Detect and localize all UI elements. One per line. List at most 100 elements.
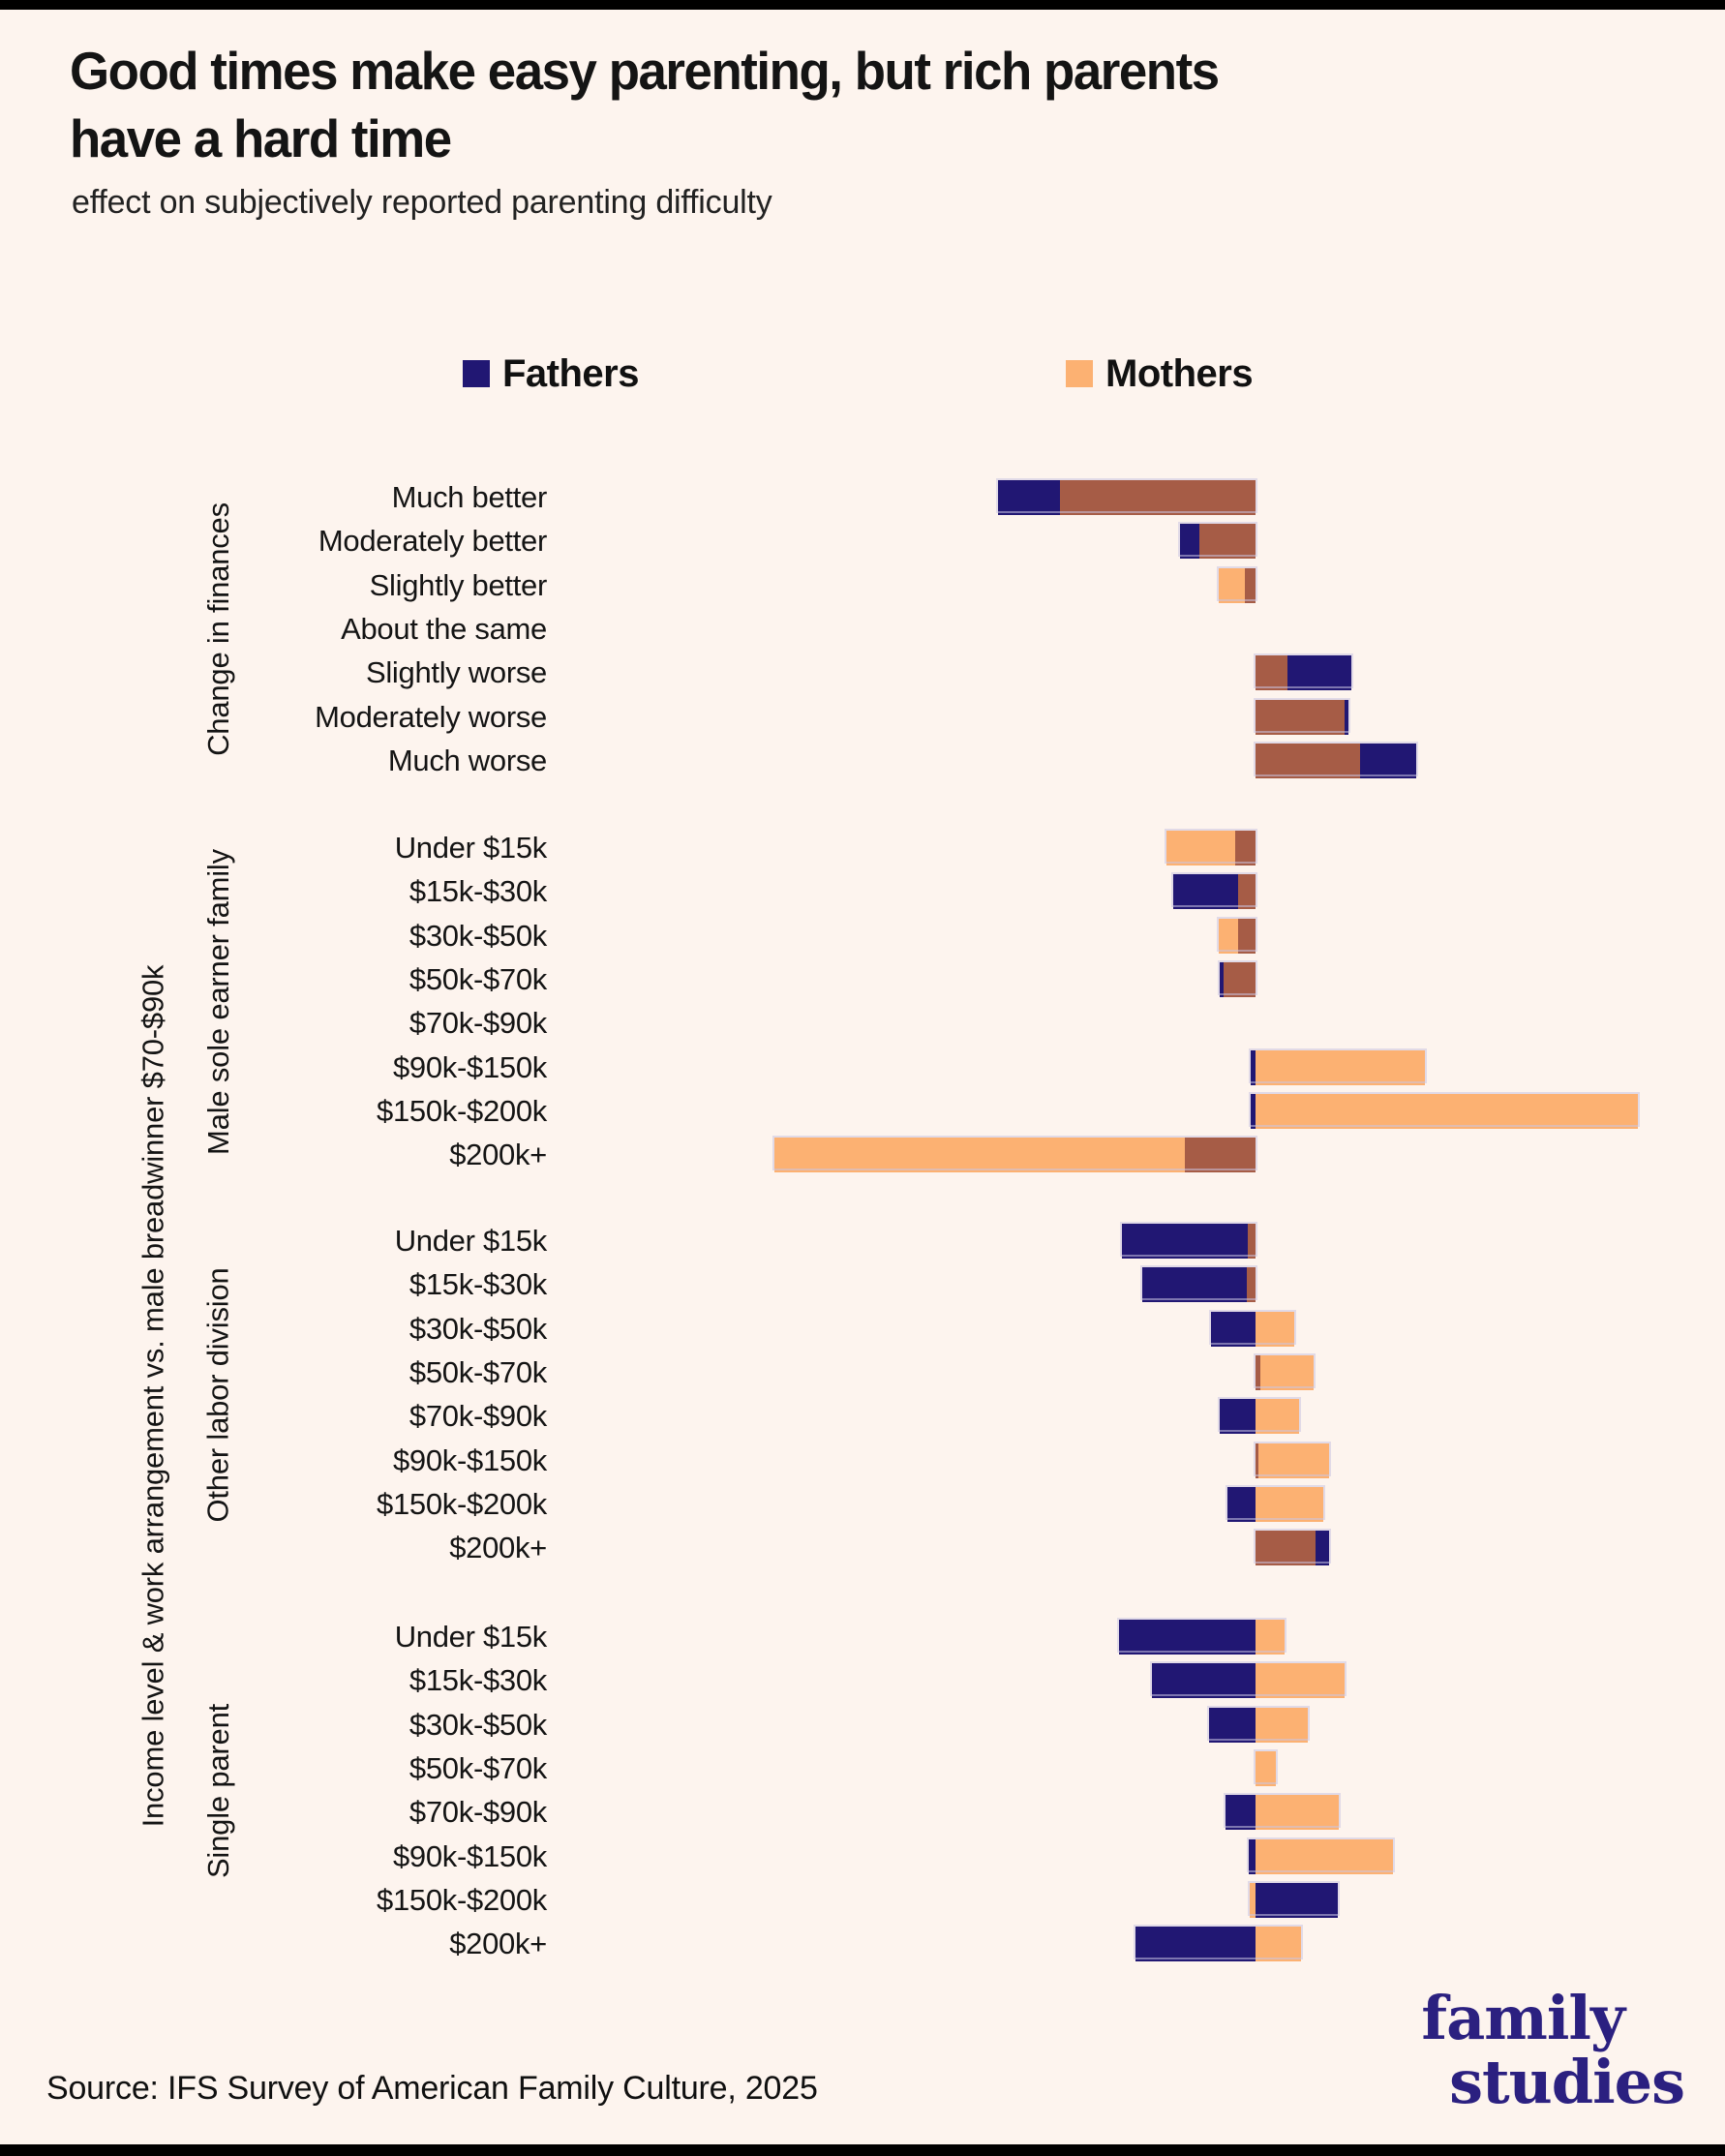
bar-fathers-segment	[1119, 1620, 1256, 1655]
bar-overlap-segment	[1247, 1267, 1256, 1303]
bar-mothers-segment	[1256, 1311, 1294, 1347]
bar-fathers-segment	[1122, 1224, 1248, 1259]
row-label: $15k-$30k	[409, 1267, 547, 1302]
bar-mothers-segment	[1256, 1838, 1393, 1874]
row-label: $15k-$30k	[409, 874, 547, 909]
top-border-bar	[0, 0, 1725, 10]
row-label: Much worse	[387, 743, 547, 777]
bottom-border-bar	[0, 2144, 1725, 2156]
bar-mothers-segment	[1256, 1750, 1276, 1786]
row-label: $150k-$200k	[377, 1882, 547, 1917]
bar-mothers-segment	[1260, 1354, 1314, 1390]
bar-fathers-segment	[1251, 1049, 1256, 1085]
bar-overlap-segment	[1238, 874, 1256, 910]
bar-fathers-segment	[1220, 1399, 1256, 1435]
bar-mothers-segment	[774, 1138, 1185, 1173]
legend-label-mothers: Mothers	[1105, 351, 1254, 395]
bar-fathers-segment	[1345, 699, 1348, 735]
bar-overlap-segment	[1256, 699, 1345, 735]
bar-fathers-segment	[1249, 1838, 1256, 1874]
bar-mothers-segment	[1256, 1620, 1285, 1655]
mothers-color-swatch	[1066, 360, 1093, 387]
source-note: Source: IFS Survey of American Family Cu…	[46, 2070, 818, 2107]
row-label: $200k+	[449, 1927, 547, 1961]
bar-fathers-segment	[1287, 655, 1351, 691]
row-label: $70k-$90k	[409, 1795, 547, 1830]
row-label: $30k-$50k	[409, 1707, 547, 1742]
bar-mothers-segment	[1219, 918, 1238, 954]
bar-mothers-segment	[1256, 1795, 1339, 1831]
row-label: $50k-$70k	[409, 1750, 547, 1785]
row-label: $70k-$90k	[409, 1006, 547, 1041]
bar-overlap-segment	[1256, 655, 1287, 691]
title-line-1: Good times make easy parenting, but rich…	[70, 41, 1220, 101]
bar-fathers-segment	[1173, 874, 1238, 910]
logo-word-family: family	[1421, 1983, 1625, 2053]
bar-overlap-segment	[1256, 1442, 1258, 1478]
bar-fathers-segment	[1227, 1486, 1256, 1522]
bar-mothers-segment	[1166, 831, 1235, 865]
row-label: $200k+	[449, 1138, 547, 1172]
row-label: $15k-$30k	[409, 1663, 547, 1698]
legend-item-fathers: Fathers	[463, 351, 640, 396]
bar-overlap-segment	[1185, 1138, 1256, 1173]
bar-mothers-segment	[1219, 567, 1245, 603]
legend-label-fathers: Fathers	[502, 351, 640, 395]
row-label: $50k-$70k	[409, 1354, 547, 1389]
row-label: $50k-$70k	[409, 961, 547, 996]
legend-item-mothers: Mothers	[1066, 351, 1254, 396]
row-label: $150k-$200k	[377, 1093, 547, 1128]
bar-mothers-segment	[1256, 1093, 1638, 1129]
row-label: $90k-$150k	[392, 1838, 547, 1873]
row-label: $30k-$50k	[409, 918, 547, 953]
row-label: Slightly worse	[365, 655, 547, 690]
bar-overlap-segment	[1248, 1224, 1256, 1259]
row-label: Under $15k	[394, 831, 548, 865]
group-label-text: Other labor division	[201, 1267, 236, 1523]
row-label: $90k-$150k	[392, 1442, 547, 1477]
bar-mothers-segment	[1256, 1663, 1345, 1699]
bar-mothers-segment	[1250, 1882, 1256, 1918]
bar-mothers-segment	[1256, 1927, 1301, 1962]
row-label: Slightly better	[369, 567, 548, 602]
bar-fathers-segment	[1360, 743, 1416, 778]
page-title: Good times make easy parenting, but rich…	[70, 37, 1220, 172]
bar-fathers-segment	[1220, 961, 1224, 997]
row-label: Moderately better	[318, 524, 547, 559]
row-label: $70k-$90k	[409, 1399, 547, 1434]
bar-overlap-segment	[1224, 961, 1256, 997]
outer-axis-group-label-text: Income level & work arrangement vs. male…	[136, 964, 170, 1828]
row-label: $150k-$200k	[377, 1486, 547, 1521]
row-label: About the same	[341, 611, 547, 646]
bar-fathers-segment	[1226, 1795, 1256, 1831]
row-label: $90k-$150k	[392, 1049, 547, 1084]
bar-overlap-segment	[1060, 480, 1256, 515]
bar-overlap-segment	[1199, 524, 1256, 560]
chart-subtitle: effect on subjectively reported parentin…	[72, 184, 772, 221]
bar-mothers-segment	[1256, 1486, 1323, 1522]
bar-mothers-segment	[1258, 1442, 1329, 1478]
bar-fathers-segment	[1135, 1927, 1256, 1962]
bar-fathers-segment	[1142, 1267, 1247, 1303]
fathers-color-swatch	[463, 360, 490, 387]
logo-word-studies: studies	[1449, 2047, 1685, 2117]
bar-overlap-segment	[1238, 918, 1256, 954]
bar-mothers-segment	[1256, 1707, 1308, 1743]
bar-fathers-segment	[1152, 1663, 1256, 1699]
bar-fathers-segment	[998, 480, 1060, 515]
title-line-2: have a hard time	[70, 108, 452, 168]
bar-overlap-segment	[1256, 743, 1360, 778]
row-label: $30k-$50k	[409, 1311, 547, 1346]
bar-overlap-segment	[1256, 1354, 1260, 1390]
bar-fathers-segment	[1256, 1882, 1338, 1918]
bar-fathers-segment	[1316, 1531, 1329, 1566]
row-label: Much better	[391, 480, 548, 514]
bar-overlap-segment	[1235, 831, 1256, 865]
bar-overlap-segment	[1256, 1531, 1316, 1566]
bar-fathers-segment	[1211, 1311, 1256, 1347]
row-label: Under $15k	[394, 1620, 548, 1654]
bar-overlap-segment	[1245, 567, 1256, 603]
bar-mothers-segment	[1256, 1049, 1425, 1085]
row-label: Under $15k	[394, 1224, 548, 1258]
